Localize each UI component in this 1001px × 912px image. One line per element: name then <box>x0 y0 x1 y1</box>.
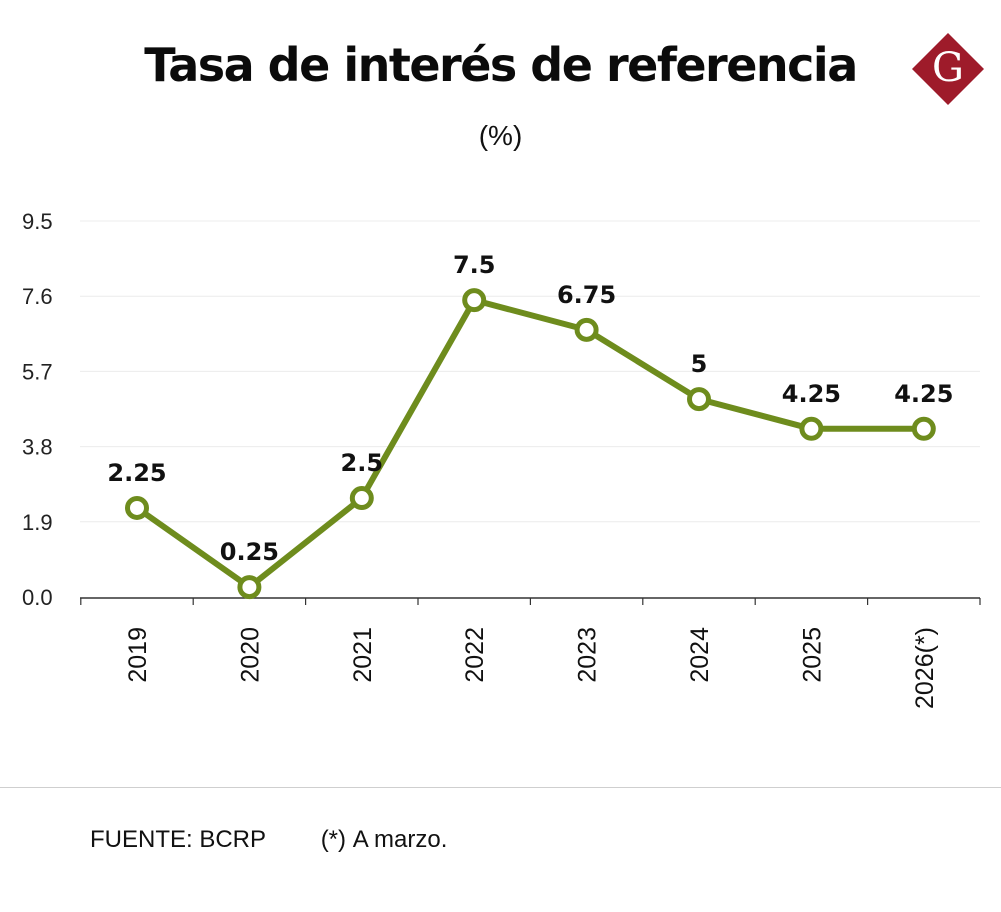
x-tick-label: 2023 <box>574 627 602 683</box>
data-point <box>349 486 374 511</box>
footnote-text: A marzo. <box>352 826 448 853</box>
x-tick-label: 2025 <box>798 627 826 683</box>
footnote-mark: (*) <box>320 826 347 853</box>
data-label: 4.25 <box>894 380 953 408</box>
data-label: 4.25 <box>782 380 841 408</box>
data-point <box>911 416 936 441</box>
x-tick-label: 2026(*) <box>911 627 939 709</box>
grid-layer <box>80 220 980 523</box>
data-label: 2.5 <box>341 449 384 477</box>
line-chart: 0.0 1.9 3.8 5.7 7.6 9.5 2019 2020 2021 2022 2023 20… <box>22 209 981 709</box>
chart-subtitle: (%) <box>478 120 523 151</box>
axis-layer: 0.0 1.9 3.8 5.7 7.6 9.5 2019 2020 2021 2022 2023 20… <box>22 209 981 709</box>
data-label: 2.25 <box>107 459 166 487</box>
data-point <box>799 416 824 441</box>
chart-title: Tasa de interés de referencia <box>144 38 858 92</box>
logo-diamond <box>912 33 984 105</box>
data-point <box>462 288 487 313</box>
data-point <box>687 387 711 412</box>
data-point <box>574 317 599 342</box>
y-tick-label: 3.8 <box>22 435 53 460</box>
footnote: (*) A marzo. <box>321 826 448 854</box>
y-tick-label: 1.9 <box>22 510 53 535</box>
data-label: 0.25 <box>220 538 279 566</box>
footer: FUENTE: BCRP (*) A marzo. <box>90 826 447 854</box>
data-label: 5 <box>691 350 708 378</box>
data-point <box>237 575 262 600</box>
x-tick-label: 2021 <box>349 627 377 683</box>
data-label: 6.75 <box>557 281 616 309</box>
x-tick-label: 2019 <box>124 627 152 683</box>
x-tick-label: 2020 <box>236 627 264 683</box>
y-tick-label: 0.0 <box>22 585 53 610</box>
source-text: FUENTE: BCRP <box>90 826 267 853</box>
x-tick-label: 2022 <box>461 627 489 683</box>
logo-letter: G <box>932 45 964 91</box>
data-label-layer: 2.25 0.25 2.5 7.5 6.75 5 4.25 4.25 <box>107 251 953 566</box>
series-line <box>134 297 927 591</box>
series-line-layer <box>134 297 927 591</box>
x-tick-label: 2024 <box>686 627 714 683</box>
y-tick-label: 9.5 <box>22 209 53 234</box>
data-point-layer <box>125 288 936 600</box>
data-label: 7.5 <box>453 251 496 279</box>
y-tick-label: 7.6 <box>22 284 53 309</box>
footer-divider <box>0 787 1001 788</box>
y-tick-label: 5.7 <box>22 359 53 384</box>
data-point <box>125 495 149 520</box>
brand-logo: G <box>912 33 984 105</box>
